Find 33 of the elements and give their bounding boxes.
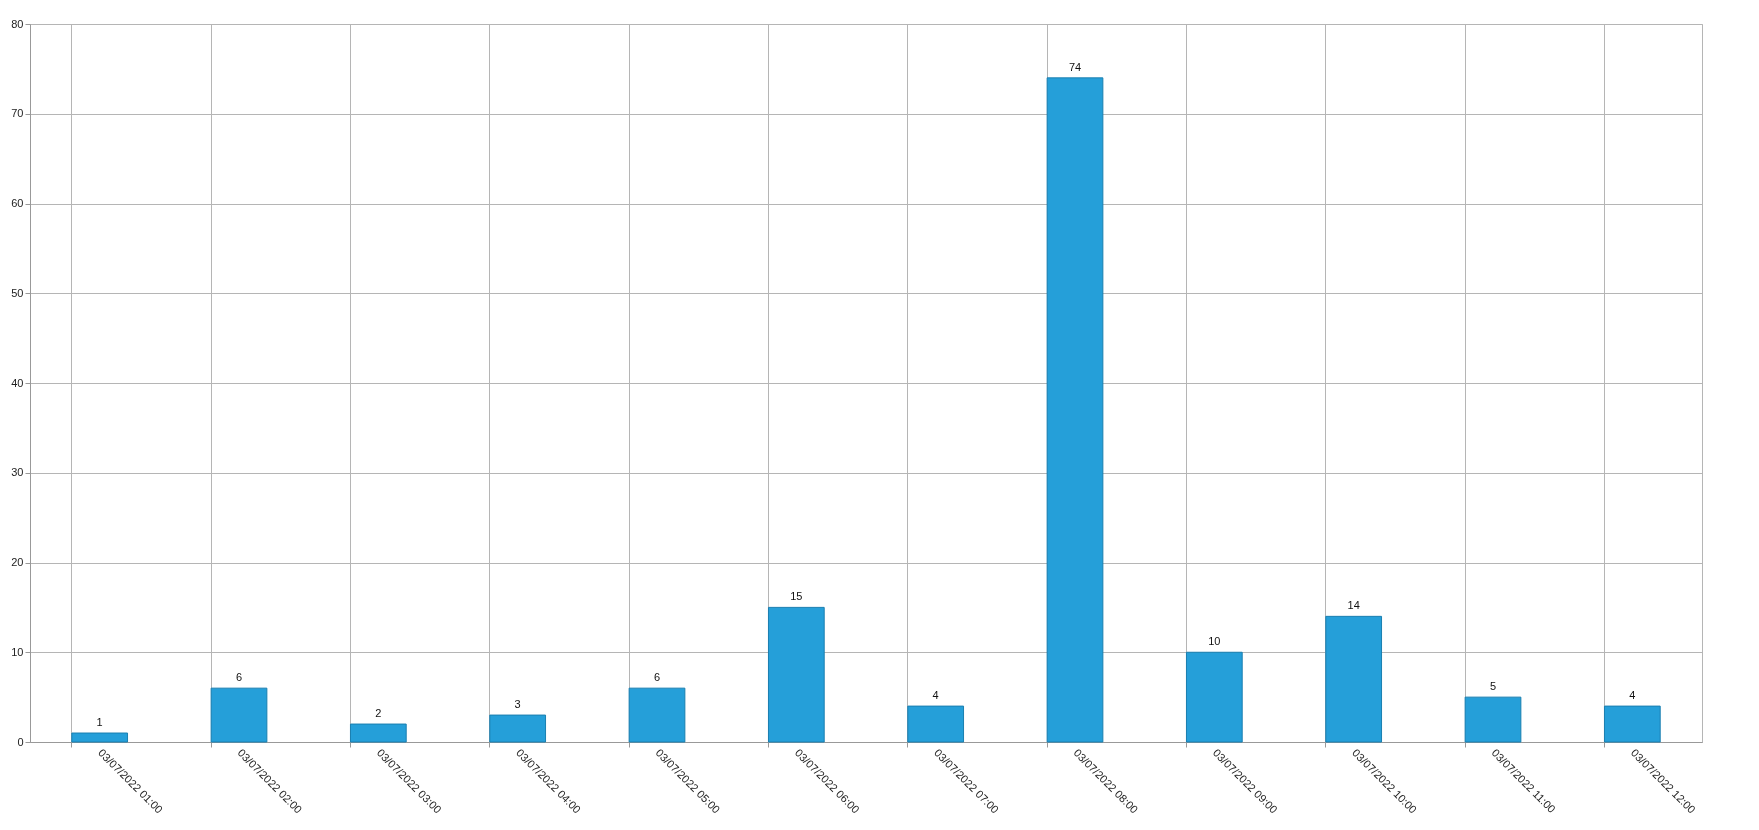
y-tick-label: 60 <box>11 197 24 209</box>
data-label: 15 <box>790 590 803 603</box>
data-label: 1 <box>96 716 103 729</box>
bar <box>349 723 407 743</box>
data-label: 5 <box>1489 680 1497 693</box>
data-label: 10 <box>1208 635 1221 648</box>
data-label: 2 <box>375 707 382 720</box>
y-tick-label: 10 <box>11 645 24 658</box>
bar <box>767 606 825 743</box>
bar <box>628 687 686 743</box>
y-tick-label: 70 <box>11 107 24 120</box>
data-label: 6 <box>235 671 243 684</box>
bar <box>71 732 129 743</box>
data-label: 74 <box>1068 60 1082 73</box>
bar <box>1464 696 1522 743</box>
data-label: 3 <box>514 698 521 711</box>
y-tick-label: 40 <box>11 376 24 389</box>
y-tick-label: 80 <box>11 17 24 30</box>
y-tick-label: 0 <box>17 735 24 748</box>
bar <box>1046 77 1104 743</box>
bar <box>907 705 965 743</box>
data-label: 4 <box>1629 689 1636 702</box>
bar <box>210 687 268 743</box>
data-label: 14 <box>1347 599 1360 612</box>
data-label: 6 <box>653 671 661 684</box>
y-tick-label: 30 <box>11 466 24 479</box>
bar <box>1603 705 1661 743</box>
data-label: 4 <box>932 689 939 702</box>
bar <box>489 714 547 743</box>
y-tick-label: 20 <box>11 556 24 568</box>
y-tick-label: 50 <box>11 286 24 299</box>
bar <box>1325 615 1383 743</box>
bar <box>1185 651 1243 743</box>
